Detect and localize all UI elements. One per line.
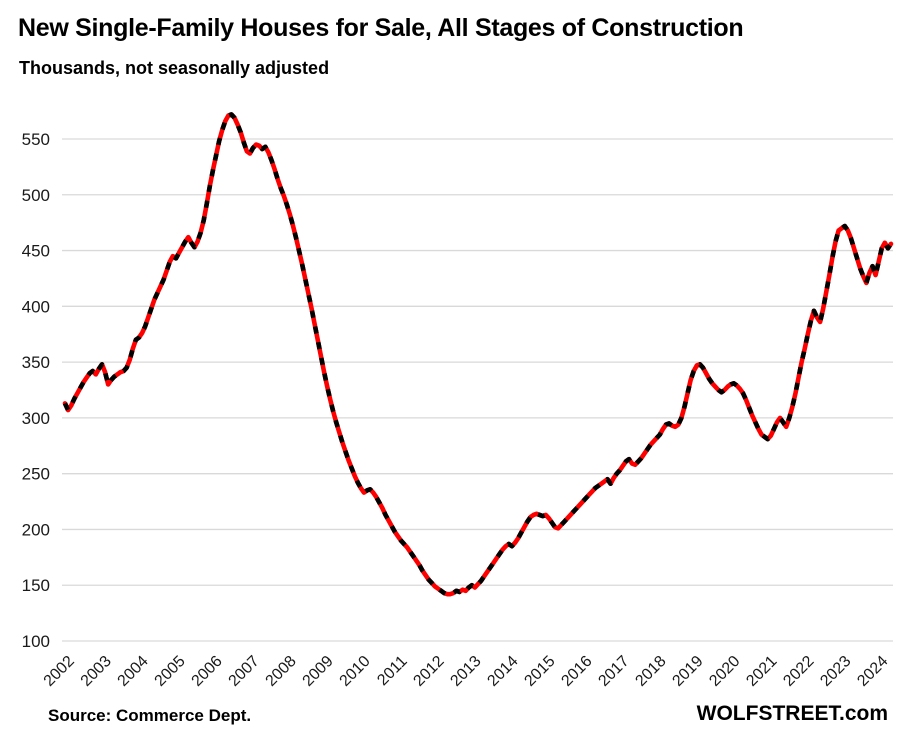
- x-axis-year-label: 2015: [521, 653, 558, 690]
- x-axis-year-label: 2024: [854, 653, 891, 690]
- x-axis-year-label: 2011: [374, 653, 410, 689]
- y-axis-tick-label: 350: [22, 353, 50, 372]
- x-axis-year-label: 2013: [447, 653, 484, 690]
- y-axis-tick-labels: 100 150 200 250 300 350 400 450 500 550: [22, 130, 50, 651]
- series-line-red: [62, 112, 894, 597]
- y-axis-tick-label: 250: [22, 465, 50, 484]
- x-axis-year-label: 2021: [743, 653, 780, 690]
- y-axis-tick-label: 550: [22, 130, 50, 149]
- x-axis-year-label: 2023: [817, 653, 854, 690]
- wolfstreet-watermark: WOLFSTREET.com: [696, 702, 888, 725]
- y-axis-tick-label: 200: [22, 520, 50, 539]
- x-axis-year-label: 2008: [263, 653, 300, 690]
- x-axis-year-label: 2020: [706, 653, 743, 690]
- y-axis-tick-label: 400: [22, 297, 50, 316]
- x-axis-year-label: 2005: [152, 653, 189, 690]
- x-axis-year-label: 2019: [669, 653, 706, 690]
- chart-subtitle: Thousands, not seasonally adjusted: [19, 58, 330, 78]
- x-axis-year-label: 2007: [226, 653, 263, 690]
- x-axis-year-labels: 2002 2003 2004 2005 2006 2007 2008 2009 2010 2011…: [41, 653, 892, 690]
- y-axis-tick-label: 150: [22, 576, 50, 595]
- x-axis-year-label: 2016: [558, 653, 595, 690]
- gridline-group: [62, 138, 893, 642]
- x-axis-year-label: 2010: [337, 653, 374, 690]
- x-axis-year-label: 2012: [410, 653, 447, 690]
- x-axis-year-label: 2004: [115, 653, 152, 690]
- source-note: Source: Commerce Dept.: [48, 706, 252, 725]
- x-axis-year-label: 2002: [41, 653, 78, 690]
- x-axis-year-label: 2009: [300, 653, 337, 690]
- series-line-dash-overlay: [62, 112, 893, 597]
- y-axis-tick-label: 450: [22, 242, 50, 261]
- x-axis-year-label: 2003: [78, 653, 115, 690]
- x-axis-year-label: 2022: [780, 653, 817, 690]
- x-axis-year-label: 2014: [484, 653, 521, 690]
- x-axis-year-label: 2006: [189, 653, 226, 690]
- chart-title: New Single-Family Houses for Sale, All S…: [18, 14, 744, 42]
- y-axis-tick-label: 300: [22, 409, 50, 428]
- x-axis-year-label: 2018: [632, 653, 669, 690]
- x-axis-year-label: 2017: [595, 653, 632, 690]
- y-axis-tick-label: 100: [22, 632, 50, 651]
- y-axis-tick-label: 500: [22, 186, 50, 205]
